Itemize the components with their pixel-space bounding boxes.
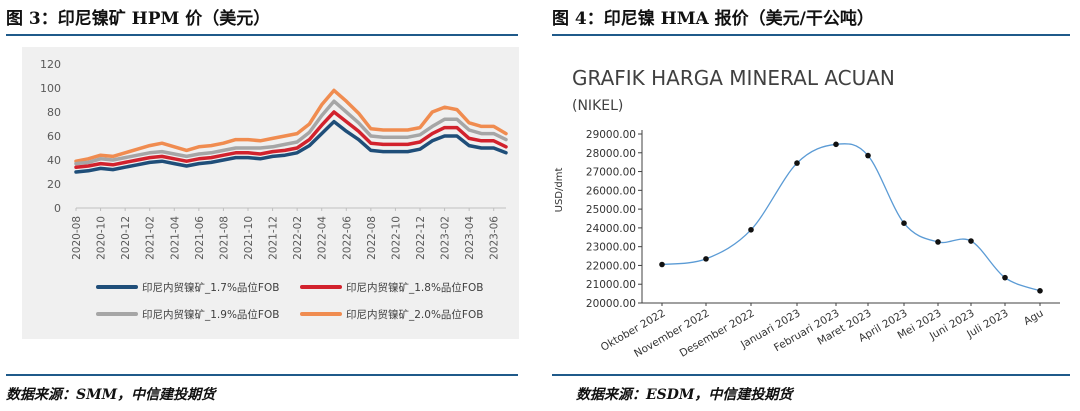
series-line-s19 — [74, 99, 508, 166]
x-tick-label: 2023-04 — [464, 216, 476, 260]
x-tick-label: 2021-04 — [169, 216, 181, 260]
figure-4-source: 数据来源：ESDM，中信建投期货 — [576, 387, 793, 403]
hma-price-chart: GRAFIK HARGA MINERAL ACUAN (NIKEL) 20000.0… — [554, 66, 1060, 360]
y-tick-label: 24000.00 — [586, 223, 636, 235]
legend-label: 印尼内贸镍矿_2.0%品位FOB — [346, 308, 483, 321]
hma-data-point — [865, 152, 871, 159]
legend-label: 印尼内贸镍矿_1.8%品位FOB — [346, 281, 483, 294]
y-tick-label: 23000.00 — [586, 242, 636, 254]
y-tick-label: 0 — [54, 202, 61, 215]
hma-data-point — [1002, 274, 1008, 281]
hma-data-point — [968, 238, 974, 244]
series-line-s17 — [74, 119, 508, 174]
x-tick-label: 2022-10 — [390, 216, 402, 260]
hma-chart-title: GRAFIK HARGA MINERAL ACUAN — [572, 66, 895, 90]
hma-chart-subtitle: (NIKEL) — [572, 98, 623, 114]
y-tick-label: 20 — [47, 178, 61, 191]
series-line-s18 — [74, 110, 508, 169]
hma-data-point — [901, 220, 907, 226]
x-tick-label: 2020-12 — [120, 216, 132, 260]
figure-3-title: 图 3：印尼镍矿 HPM 价（美元） — [6, 9, 271, 29]
x-tick-label: 2022-12 — [415, 216, 427, 260]
series-line-s20 — [74, 88, 508, 163]
bottom-rule-left — [6, 374, 518, 376]
y-tick-label: 80 — [47, 106, 61, 119]
y-tick-label: 29000.00 — [586, 129, 636, 141]
y-tick-label: 22000.00 — [586, 260, 636, 272]
top-rule-right — [552, 34, 1070, 36]
y-tick-label: 26000.00 — [586, 185, 636, 197]
hpm-chart-panel — [22, 47, 519, 339]
x-tick-label: 2022-04 — [317, 216, 329, 260]
hma-data-point — [794, 160, 800, 166]
hpm-price-chart: 0 20 40 60 80 100 120 2020-08 2020-10 2020-12 2021… — [40, 58, 508, 321]
hma-data-point — [935, 239, 941, 245]
figure-3-source: 数据来源：SMM，中信建投期货 — [6, 387, 216, 403]
x-tick-label: Desember 2022 — [678, 307, 757, 360]
x-tick-label: 2021-10 — [243, 216, 255, 260]
hma-data-point — [748, 226, 754, 233]
x-tick-label: 2021-02 — [145, 216, 157, 260]
figure-4-title: 图 4：印尼镍 HMA 报价（美元/干公吨） — [552, 9, 874, 29]
x-tick-label: 2023-06 — [489, 216, 501, 260]
x-tick-label: 2022-06 — [341, 216, 353, 260]
hma-data-point — [659, 261, 665, 268]
x-tick-label: Agu — [1022, 307, 1046, 328]
x-tick-label: 2022-08 — [366, 216, 378, 260]
bottom-rule-right — [552, 374, 1070, 376]
y-tick-label: 21000.00 — [586, 279, 636, 291]
x-tick-label: 2020-08 — [71, 216, 83, 260]
legend-label: 印尼内贸镍矿_1.9%品位FOB — [142, 308, 279, 321]
x-tick-label: 2021-08 — [218, 216, 230, 260]
x-tick-label: 2021-12 — [268, 216, 280, 260]
y-tick-label: 40 — [47, 154, 61, 167]
x-tick-label: 2023-02 — [440, 216, 452, 260]
y-tick-label: 100 — [40, 82, 61, 95]
y-tick-label: 120 — [40, 58, 61, 71]
y-tick-label: 28000.00 — [586, 148, 636, 160]
hma-data-point — [703, 256, 709, 262]
hma-series-line — [661, 143, 1041, 292]
y-tick-label: 60 — [47, 130, 61, 143]
y-tick-label: 25000.00 — [586, 204, 636, 216]
hma-data-point — [1037, 287, 1043, 294]
hma-data-point — [833, 141, 839, 148]
x-tick-label: 2021-06 — [194, 216, 206, 260]
y-tick-label: 27000.00 — [586, 167, 636, 179]
x-tick-label: 2020-10 — [96, 216, 108, 260]
legend-label: 印尼内贸镍矿_1.7%品位FOB — [142, 281, 279, 294]
x-tick-label: November 2022 — [632, 307, 711, 360]
y-axis-label: USD/dmt — [554, 168, 565, 213]
top-rule-left — [6, 34, 518, 36]
y-tick-label: 20000.00 — [586, 298, 636, 310]
x-tick-label: 2022-02 — [292, 216, 304, 260]
